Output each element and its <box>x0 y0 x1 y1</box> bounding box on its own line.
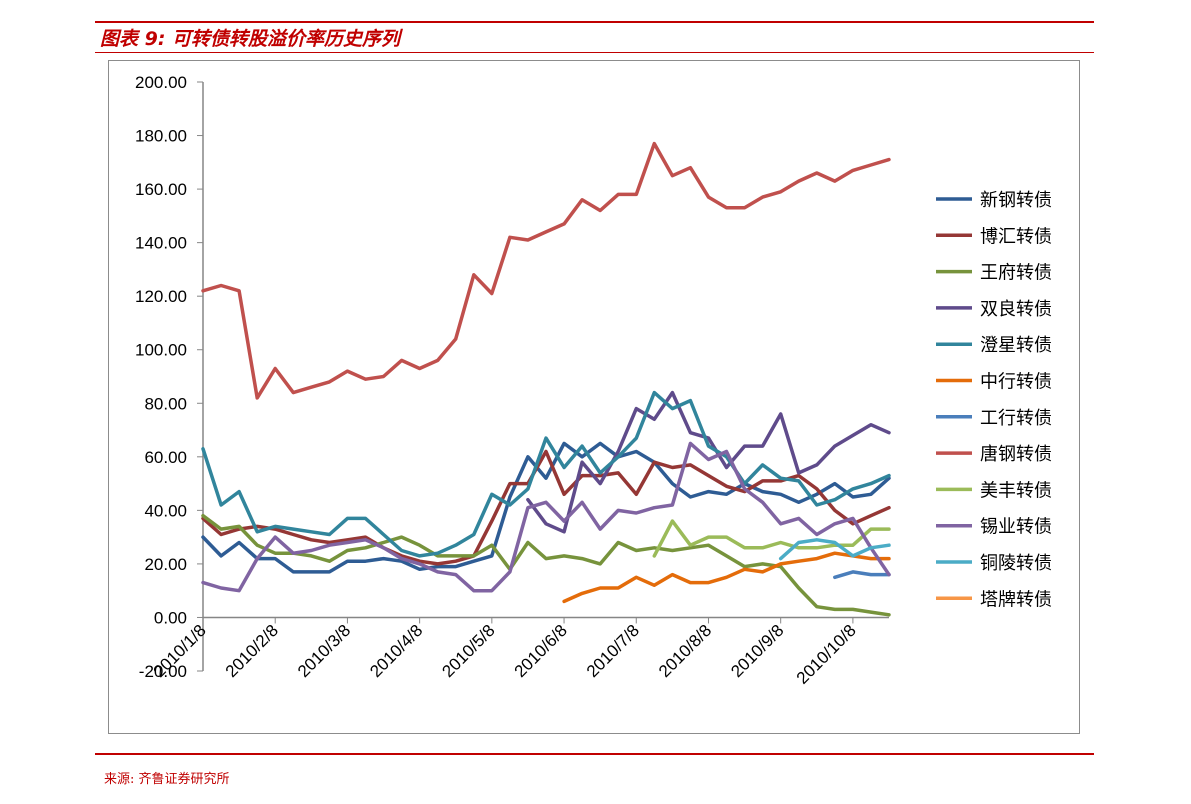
y-tick-label: -20.00 <box>139 662 187 681</box>
series-line <box>201 390 891 558</box>
series-9 <box>201 441 891 593</box>
figure-title: 图表 9: 可转债转股溢价率历史序列 <box>100 28 401 50</box>
legend-item: 新钢转债 <box>936 190 1052 211</box>
legend-item: 中行转债 <box>936 372 1052 393</box>
y-tick-label: 140.00 <box>135 234 187 253</box>
y-tick-label: 20.00 <box>144 555 187 574</box>
y-tick-label: 80.00 <box>144 394 187 413</box>
legend: 新钢转债博汇转债王府转债双良转债澄星转债中行转债工行转债唐钢转债美丰转债锡业转债… <box>936 190 1052 610</box>
legend-label: 铜陵转债 <box>980 553 1052 574</box>
y-tick-label: 40.00 <box>144 501 187 520</box>
x-tick-label: 2010/9/8 <box>727 621 787 681</box>
series-10 <box>778 538 891 561</box>
series-0 <box>201 441 891 574</box>
series-line <box>562 551 891 604</box>
y-tick-label: 120.00 <box>135 287 187 306</box>
x-tick-label: 2010/6/8 <box>511 621 571 681</box>
legend-item: 美丰转债 <box>936 480 1052 501</box>
y-tick-label: 180.00 <box>135 127 187 146</box>
series-line <box>652 519 891 558</box>
series-4 <box>201 390 891 558</box>
series-line <box>201 441 891 593</box>
legend-item: 铜陵转债 <box>936 553 1052 574</box>
legend-item: 锡业转债 <box>936 517 1052 538</box>
legend-item: 王府转债 <box>936 263 1052 284</box>
legend-label: 锡业转债 <box>980 517 1052 538</box>
x-tick-label: 2010/4/8 <box>366 621 426 681</box>
legend-item: 工行转债 <box>936 408 1052 429</box>
chart-axes <box>197 81 889 672</box>
x-tick-label: 2010/10/8 <box>793 621 860 688</box>
legend-label: 澄星转债 <box>980 335 1052 356</box>
y-tick-label: 0.00 <box>154 608 187 627</box>
x-tick-label: 2010/2/8 <box>222 621 282 681</box>
tick-labels: -20.00 0.00 20.00 40.00 60.00 80.00 100.00 120.… <box>135 73 860 688</box>
legend-item: 博汇转债 <box>936 226 1052 247</box>
legend-label: 塔牌转债 <box>980 589 1052 610</box>
legend-item: 唐钢转债 <box>936 444 1052 465</box>
title-underline <box>95 52 1094 53</box>
legend-item: 双良转债 <box>936 299 1052 320</box>
legend-label: 中行转债 <box>980 372 1052 393</box>
legend-item: 澄星转债 <box>936 335 1052 356</box>
legend-label: 唐钢转债 <box>980 444 1052 465</box>
legend-label: 博汇转债 <box>980 226 1052 247</box>
series-line <box>201 141 891 400</box>
y-tick-label: 200.00 <box>135 73 187 92</box>
legend-label: 新钢转债 <box>980 190 1052 211</box>
series-line <box>526 390 891 534</box>
legend-label: 美丰转债 <box>980 480 1052 501</box>
source-note: 来源: 齐鲁证券研究所 <box>104 772 230 787</box>
legend-item: 塔牌转债 <box>936 589 1052 610</box>
x-tick-label: 2010/7/8 <box>583 621 643 681</box>
top-rule <box>95 21 1094 23</box>
series-6 <box>833 570 891 580</box>
series-5 <box>562 551 891 604</box>
x-tick-label: 2010/5/8 <box>438 621 498 681</box>
legend-label: 双良转债 <box>980 299 1052 320</box>
series-line <box>201 441 891 574</box>
series-line <box>778 538 891 561</box>
series-1 <box>201 449 891 566</box>
plot-area <box>201 141 891 617</box>
series-line <box>833 570 891 580</box>
bottom-rule <box>95 753 1094 755</box>
x-tick-label: 2010/8/8 <box>655 621 715 681</box>
legend-label: 王府转债 <box>980 263 1052 284</box>
legend-label: 工行转债 <box>980 408 1052 429</box>
y-tick-label: 100.00 <box>135 341 187 360</box>
series-3 <box>526 390 891 534</box>
chart-frame <box>108 60 1080 734</box>
y-tick-label: 60.00 <box>144 448 187 467</box>
series-8 <box>652 519 891 558</box>
x-tick-label: 2010/3/8 <box>294 621 354 681</box>
series-7 <box>201 141 891 400</box>
y-tick-label: 160.00 <box>135 180 187 199</box>
series-line <box>201 449 891 566</box>
